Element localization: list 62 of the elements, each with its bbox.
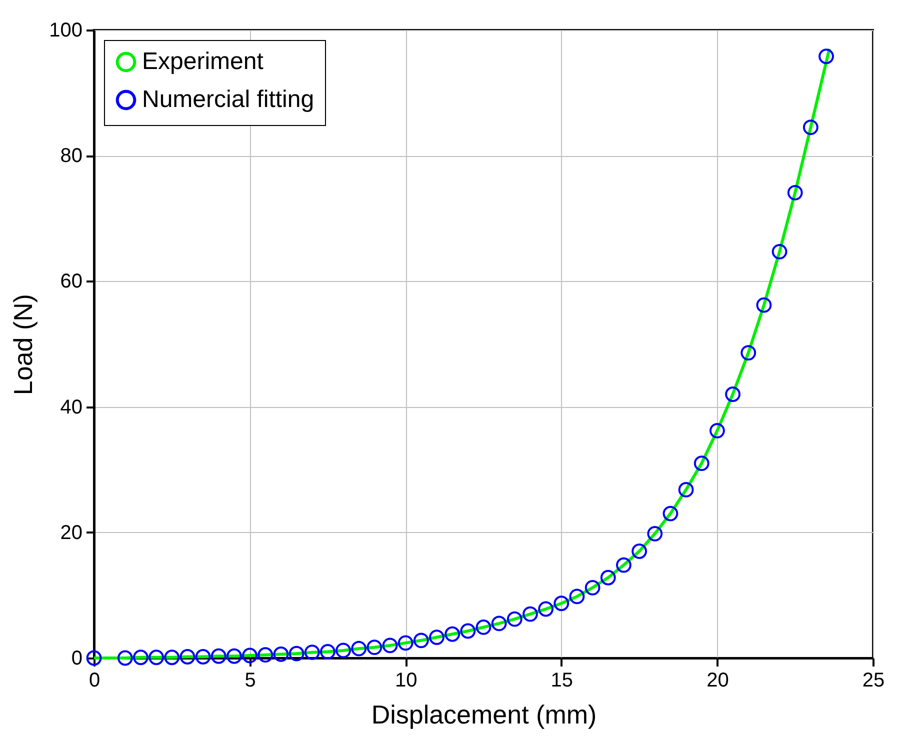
point — [180, 649, 196, 664]
y-axis-title: Load (N) — [8, 294, 38, 396]
point — [288, 646, 304, 662]
x-tick-label: 25 — [862, 670, 885, 692]
point — [818, 48, 834, 64]
point — [117, 650, 133, 666]
point — [320, 644, 336, 660]
x-tick-label: 10 — [394, 670, 418, 692]
point — [242, 648, 258, 664]
x-tick-label: 5 — [244, 670, 256, 692]
point — [336, 642, 351, 658]
point — [678, 482, 694, 498]
y-tick-label: 20 — [60, 522, 82, 544]
point — [740, 345, 756, 360]
point — [584, 580, 600, 596]
y-tick-label: 100 — [49, 20, 82, 42]
point — [709, 422, 725, 438]
point — [210, 648, 226, 664]
point — [304, 644, 320, 660]
point — [662, 506, 678, 522]
point — [554, 596, 570, 612]
point — [694, 456, 710, 472]
point — [522, 606, 538, 622]
point — [258, 647, 274, 663]
point — [491, 616, 507, 632]
x-axis-title: Displacement (mm) — [371, 700, 597, 730]
point — [148, 650, 164, 666]
point — [164, 650, 180, 666]
point — [226, 648, 242, 664]
point — [632, 544, 648, 559]
point — [460, 623, 476, 639]
point — [444, 626, 460, 642]
point — [506, 611, 522, 627]
point — [429, 630, 444, 645]
x-tick-label: 0 — [88, 670, 100, 692]
point — [413, 632, 429, 648]
point — [133, 650, 148, 666]
point — [725, 386, 740, 402]
x-tick-label: 15 — [550, 670, 574, 692]
point — [195, 649, 211, 664]
point — [351, 640, 367, 656]
y-tick-label: 80 — [60, 145, 82, 168]
y-tick-label: 0 — [71, 648, 82, 670]
point — [398, 635, 414, 651]
legend-label: Experiment — [142, 48, 264, 75]
point — [772, 244, 788, 260]
y-tick-label: 40 — [60, 396, 82, 418]
point — [756, 297, 772, 313]
point — [787, 184, 803, 200]
point — [569, 588, 585, 604]
point — [273, 646, 289, 662]
point — [382, 638, 398, 654]
point — [476, 620, 492, 635]
point — [366, 640, 382, 656]
point — [538, 601, 554, 617]
point — [802, 120, 818, 136]
legend-label: Numercial fitting — [142, 86, 314, 113]
y-tick-label: 60 — [60, 270, 82, 293]
point — [616, 557, 632, 573]
point — [647, 526, 663, 542]
point — [600, 570, 616, 586]
x-tick-label: 20 — [706, 670, 729, 692]
